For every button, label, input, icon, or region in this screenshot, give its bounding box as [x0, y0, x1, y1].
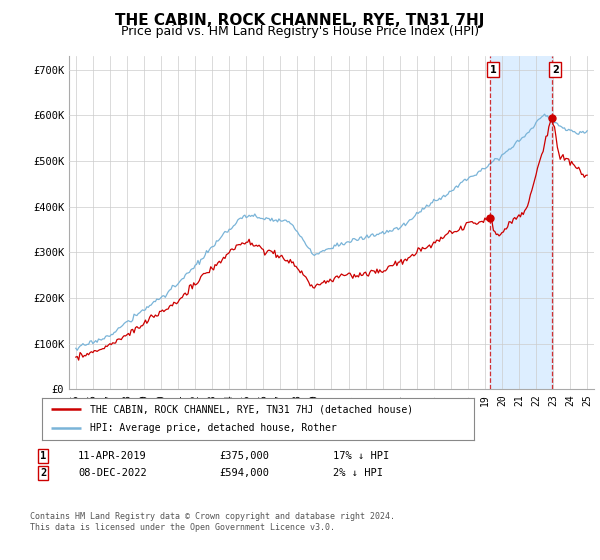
- Bar: [490, 56, 552, 389]
- Text: 1: 1: [490, 65, 496, 74]
- Text: £594,000: £594,000: [219, 468, 269, 478]
- Text: THE CABIN, ROCK CHANNEL, RYE, TN31 7HJ: THE CABIN, ROCK CHANNEL, RYE, TN31 7HJ: [115, 13, 485, 28]
- Text: £375,000: £375,000: [219, 451, 269, 461]
- Text: 08-DEC-2022: 08-DEC-2022: [78, 468, 147, 478]
- Text: 2: 2: [40, 468, 46, 478]
- Text: 11-APR-2019: 11-APR-2019: [78, 451, 147, 461]
- Text: THE CABIN, ROCK CHANNEL, RYE, TN31 7HJ (detached house): THE CABIN, ROCK CHANNEL, RYE, TN31 7HJ (…: [89, 404, 413, 414]
- Text: 17% ↓ HPI: 17% ↓ HPI: [333, 451, 389, 461]
- Text: 2% ↓ HPI: 2% ↓ HPI: [333, 468, 383, 478]
- Text: 2: 2: [552, 65, 559, 74]
- Text: Contains HM Land Registry data © Crown copyright and database right 2024.
This d: Contains HM Land Registry data © Crown c…: [30, 512, 395, 532]
- Text: Price paid vs. HM Land Registry's House Price Index (HPI): Price paid vs. HM Land Registry's House …: [121, 25, 479, 38]
- Text: HPI: Average price, detached house, Rother: HPI: Average price, detached house, Roth…: [89, 423, 336, 433]
- Text: 1: 1: [40, 451, 46, 461]
